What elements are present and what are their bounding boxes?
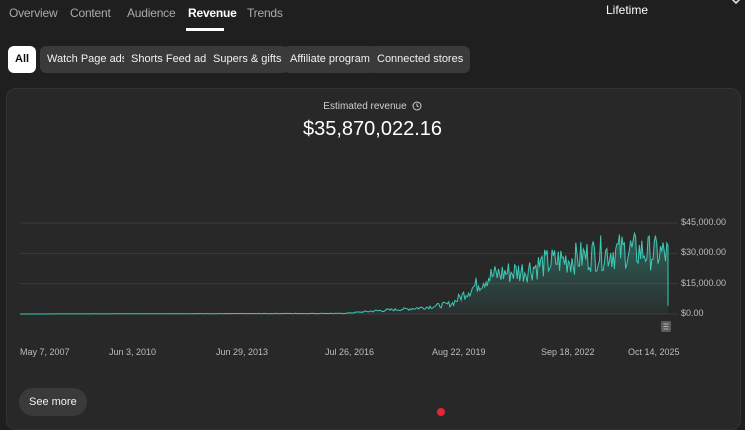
chip-connected-stores[interactable]: Connected stores — [370, 46, 471, 73]
x-tick-label: May 7, 2007 — [20, 347, 70, 357]
tab-audience[interactable]: Audience — [127, 6, 176, 20]
clock-icon[interactable] — [412, 101, 422, 111]
y-tick-label: $30,000.00 — [681, 247, 727, 258]
notification-dot — [437, 408, 445, 416]
x-tick-label: Jul 26, 2016 — [325, 347, 375, 357]
revenue-chart — [20, 222, 678, 332]
y-tick-label: $15,000.00 — [681, 277, 727, 288]
x-tick-label: Jun 3, 2010 — [109, 347, 157, 357]
x-tick-label: Aug 22, 2019 — [432, 347, 486, 357]
chip-watch-page-ads[interactable]: Watch Page ads — [40, 46, 135, 73]
tab-content[interactable]: Content — [70, 6, 111, 20]
x-tick-label: Oct 14, 2025 — [628, 347, 680, 357]
revenue-area-fill — [20, 233, 668, 314]
x-tick-label: Sep 18, 2022 — [541, 347, 595, 357]
chip-all[interactable]: All — [8, 46, 37, 73]
tab-revenue[interactable]: Revenue — [188, 6, 237, 20]
see-more-button[interactable]: See more — [19, 388, 87, 416]
chevron-down-icon[interactable] — [729, 0, 743, 8]
tab-overview[interactable]: Overview — [9, 6, 58, 20]
analytics-tabs: Overview Content Audience Revenue Trends — [0, 0, 745, 32]
y-tick-label: $0.00 — [681, 308, 704, 318]
metric-value: $35,870,022.16 — [302, 118, 443, 140]
active-tab-indicator — [186, 28, 224, 31]
period-selector[interactable]: Lifetime — [606, 3, 649, 17]
tab-trends[interactable]: Trends — [247, 6, 283, 20]
revenue-series-line — [20, 231, 669, 315]
chip-affiliate-program[interactable]: Affiliate program — [283, 46, 377, 73]
y-tick-label: $45,000.00 — [681, 217, 727, 227]
metric-label-row: Estimated revenue — [0, 101, 745, 112]
metric-label: Estimated revenue — [323, 101, 407, 112]
range-end-marker-glyph — [663, 323, 669, 330]
x-tick-label: Jun 29, 2013 — [216, 347, 269, 357]
chip-shorts-feed-ads[interactable]: Shorts Feed ads — [124, 46, 219, 73]
chip-supers-gifts[interactable]: Supers & gifts — [206, 46, 289, 73]
